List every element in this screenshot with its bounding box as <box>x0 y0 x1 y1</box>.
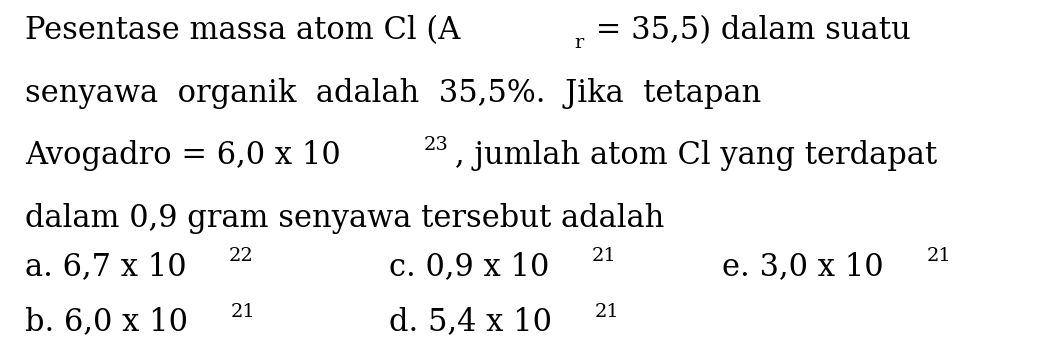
Text: r: r <box>575 34 584 52</box>
Text: c. 0,9 x 10: c. 0,9 x 10 <box>389 251 550 282</box>
Text: b. 6,0 x 10: b. 6,0 x 10 <box>24 307 188 338</box>
Text: 21: 21 <box>231 303 255 320</box>
Text: 21: 21 <box>927 247 951 265</box>
Text: a. 6,7 x 10: a. 6,7 x 10 <box>24 251 186 282</box>
Text: Pesentase massa atom Cl (A: Pesentase massa atom Cl (A <box>24 15 461 46</box>
Text: 21: 21 <box>595 303 620 320</box>
Text: , jumlah atom Cl yang terdapat: , jumlah atom Cl yang terdapat <box>455 141 937 171</box>
Text: Avogadro = 6,0 x 10: Avogadro = 6,0 x 10 <box>24 141 340 171</box>
Text: 21: 21 <box>592 247 616 265</box>
Text: = 35,5) dalam suatu: = 35,5) dalam suatu <box>586 15 911 46</box>
Text: 23: 23 <box>423 137 449 154</box>
Text: 22: 22 <box>229 247 254 265</box>
Text: senyawa  organik  adalah  35,5%.  Jika  tetapan: senyawa organik adalah 35,5%. Jika tetap… <box>24 78 761 109</box>
Text: e. 3,0 x 10: e. 3,0 x 10 <box>722 251 884 282</box>
Text: d. 5,4 x 10: d. 5,4 x 10 <box>389 307 552 338</box>
Text: dalam 0,9 gram senyawa tersebut adalah: dalam 0,9 gram senyawa tersebut adalah <box>24 203 664 234</box>
